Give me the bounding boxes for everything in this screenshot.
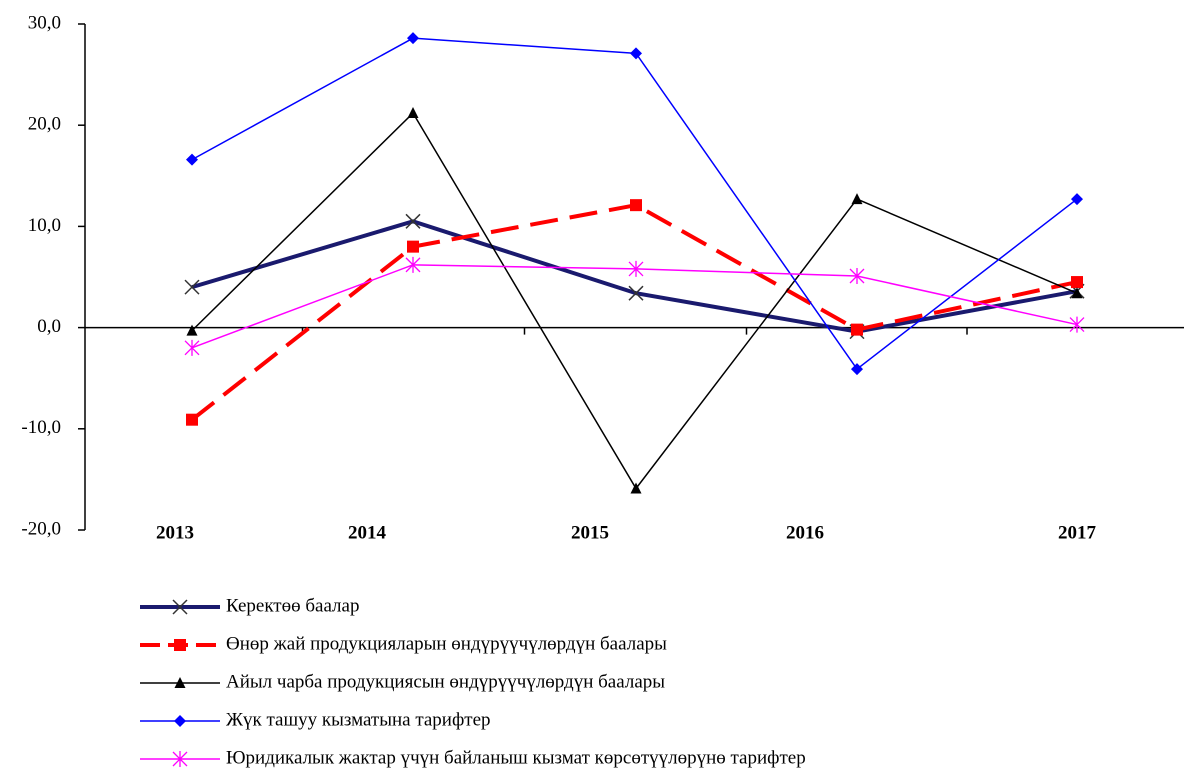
marker — [407, 32, 419, 45]
series-line — [190, 203, 1078, 422]
legend-label: Жүк ташуу кызматына тарифтер — [226, 709, 491, 730]
marker — [174, 715, 186, 727]
x-tick-label: 2016 — [786, 522, 824, 543]
legend-label: Айыл чарба продукциясын өндүрүүчүлөрдүн … — [226, 671, 665, 692]
marker — [405, 213, 421, 229]
x-tick-label: 2015 — [571, 522, 609, 543]
marker — [630, 482, 642, 494]
marker — [172, 599, 188, 615]
marker — [407, 107, 419, 119]
marker — [851, 323, 863, 336]
marker — [184, 279, 200, 295]
marker — [186, 324, 198, 336]
y-tick-label: 20,0 — [28, 114, 61, 135]
marker — [628, 285, 644, 301]
marker — [186, 153, 198, 166]
marker — [628, 260, 644, 277]
marker — [1071, 276, 1083, 289]
marker — [630, 47, 642, 60]
legend-label: Юридикалык жактар үчүн байланыш кызмат к… — [226, 747, 806, 768]
y-tick-label: 10,0 — [28, 215, 61, 236]
marker — [851, 363, 863, 376]
x-tick-label: 2017 — [1058, 522, 1097, 543]
legend-label: Керектөө баалар — [226, 595, 359, 616]
marker — [1071, 287, 1083, 299]
y-tick-label: 0,0 — [37, 316, 61, 337]
marker — [172, 751, 188, 767]
series-line — [191, 264, 1078, 349]
marker — [174, 639, 186, 651]
marker — [849, 267, 865, 284]
legend-label: Өнөр жай продукцияларын өндүрүүчүлөрдүн … — [226, 633, 667, 654]
marker — [184, 339, 200, 356]
marker — [186, 413, 198, 426]
marker — [407, 240, 419, 253]
marker — [1071, 193, 1083, 206]
x-tick-label: 2013 — [156, 522, 194, 543]
x-tick-label: 2014 — [348, 522, 387, 543]
marker — [405, 256, 421, 273]
y-tick-label: 30,0 — [28, 12, 61, 33]
marker — [630, 199, 642, 212]
marker — [174, 677, 186, 688]
marker — [1069, 316, 1085, 333]
y-tick-label: -20,0 — [21, 518, 61, 539]
marker — [851, 193, 863, 205]
y-tick-label: -10,0 — [21, 417, 61, 438]
